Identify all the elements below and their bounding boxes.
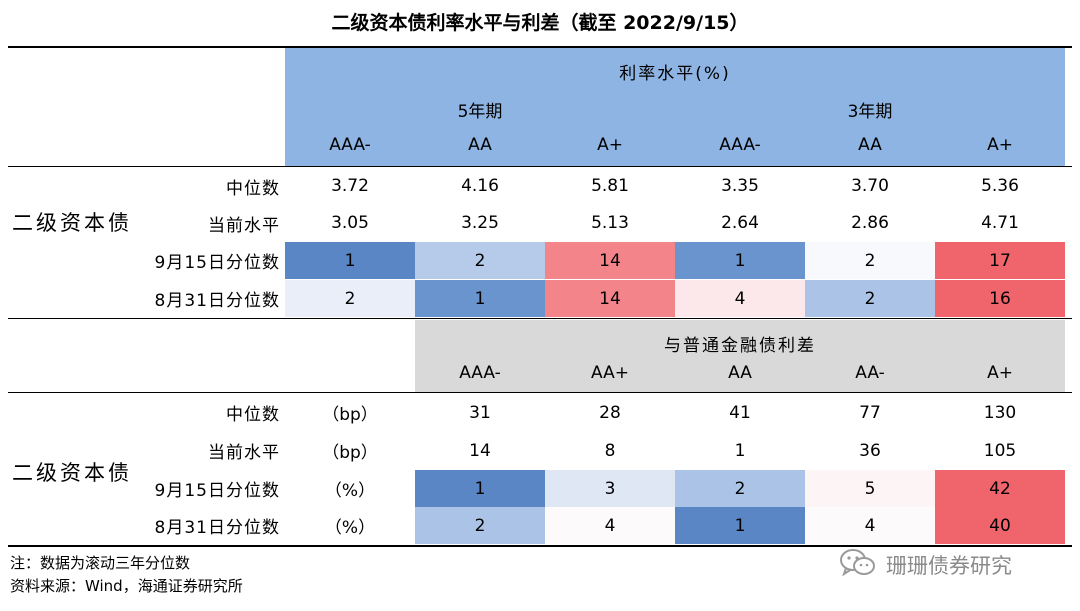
- section2-group-header: 与普通金融债利差: [664, 335, 816, 356]
- term-header-5y: 5年期: [457, 101, 503, 122]
- table-cell: 3: [545, 470, 675, 507]
- table-cell: 4.71: [981, 213, 1019, 233]
- grade-header: AA: [728, 363, 752, 383]
- table-cell: 1: [734, 440, 746, 461]
- table-title: 二级资本债利率水平与利差（截至 2022/9/15）: [331, 12, 749, 34]
- section1-group-header: 利率水平(%): [619, 63, 731, 84]
- unit-label: （%）: [324, 481, 376, 501]
- row-label: 当前水平: [208, 215, 280, 236]
- table-cell: 41: [729, 402, 751, 423]
- table-cell: 16: [935, 280, 1065, 317]
- table-cell: 4: [545, 507, 675, 544]
- table-cell: 28: [599, 402, 621, 423]
- unit-label: （%）: [324, 518, 376, 538]
- grade-header: AA+: [591, 363, 629, 383]
- grade-header: AAA-: [329, 135, 371, 155]
- table-cell: 5: [805, 470, 935, 507]
- table-cell: 36: [859, 440, 881, 461]
- table-cell: 5.13: [591, 213, 629, 233]
- table-cell: 40: [935, 507, 1065, 544]
- table-cell: 3.25: [461, 213, 499, 233]
- table-cell: 17: [935, 242, 1065, 279]
- grade-header: AA: [858, 135, 882, 155]
- rule-top: [8, 46, 1072, 48]
- table-cell: 1: [285, 242, 415, 279]
- row-label: 9月15日分位数: [154, 481, 280, 501]
- section2-row-group-label: 二级资本债: [12, 461, 132, 485]
- table-cell: 2: [805, 280, 935, 317]
- watermark-text: 珊珊债券研究: [886, 554, 1012, 578]
- table-cell: 2.64: [721, 213, 759, 233]
- grade-header: A+: [987, 363, 1013, 383]
- table-cell: 4: [675, 280, 805, 317]
- row-label: 8月31日分位数: [154, 518, 280, 538]
- rule-header2: [8, 392, 1072, 393]
- table-cell: 4: [805, 507, 935, 544]
- table-cell: 77: [859, 402, 881, 423]
- row-label: 中位数: [226, 178, 280, 199]
- table-cell: 1: [415, 470, 545, 507]
- table-cell: 1: [675, 507, 805, 544]
- table-cell: 3.05: [331, 213, 369, 233]
- table-cell: 2: [415, 507, 545, 544]
- table-cell: 14: [545, 242, 675, 279]
- row-label: 中位数: [226, 405, 280, 425]
- source-note: 资料来源：Wind，海通证券研究所: [10, 577, 243, 595]
- rule-section-divider: [8, 318, 1072, 319]
- table-cell: 1: [675, 242, 805, 279]
- table-cell: 3.72: [331, 176, 369, 196]
- footnote: 注：数据为滚动三年分位数: [10, 554, 191, 572]
- section1-header-band: [285, 48, 1065, 166]
- row-label: 8月31日分位数: [154, 291, 280, 311]
- table-cell: 2: [675, 470, 805, 507]
- section1-row-group-label: 二级资本债: [12, 211, 132, 235]
- table-cell: 2.86: [851, 213, 889, 233]
- rule-bottom: [8, 545, 1072, 547]
- table-cell: 3.70: [851, 176, 889, 196]
- row-label: 9月15日分位数: [154, 253, 280, 273]
- term-header-3y: 3年期: [847, 101, 893, 122]
- grade-header: AA-: [855, 363, 885, 383]
- section2-header-band: [415, 320, 1065, 392]
- table-cell: 14: [469, 440, 491, 461]
- grade-header: A+: [987, 135, 1013, 155]
- grade-header: AAA-: [459, 363, 501, 383]
- table-cell: 8: [604, 440, 616, 461]
- table-cell: 5.81: [591, 176, 629, 196]
- table-cell: 1: [415, 280, 545, 317]
- grade-header: AA: [468, 135, 492, 155]
- table-cell: 2: [415, 242, 545, 279]
- rule-header1: [8, 166, 1072, 167]
- unit-label: （bp）: [322, 405, 378, 425]
- table-cell: 2: [285, 280, 415, 317]
- table-cell: 4.16: [461, 176, 499, 196]
- row-label: 当前水平: [208, 443, 280, 463]
- grade-header: A+: [597, 135, 623, 155]
- table-cell: 130: [983, 402, 1017, 423]
- table-cell: 2: [805, 242, 935, 279]
- table-cell: 105: [983, 440, 1017, 461]
- table-cell: 31: [469, 402, 491, 423]
- table-cell: 42: [935, 470, 1065, 507]
- wechat-icon: [838, 547, 878, 584]
- watermark: 珊珊债券研究: [838, 548, 1012, 582]
- unit-label: （bp）: [322, 443, 378, 463]
- table-cell: 14: [545, 280, 675, 317]
- table-cell: 3.35: [721, 176, 759, 196]
- grade-header: AAA-: [719, 135, 761, 155]
- table-cell: 5.36: [981, 176, 1019, 196]
